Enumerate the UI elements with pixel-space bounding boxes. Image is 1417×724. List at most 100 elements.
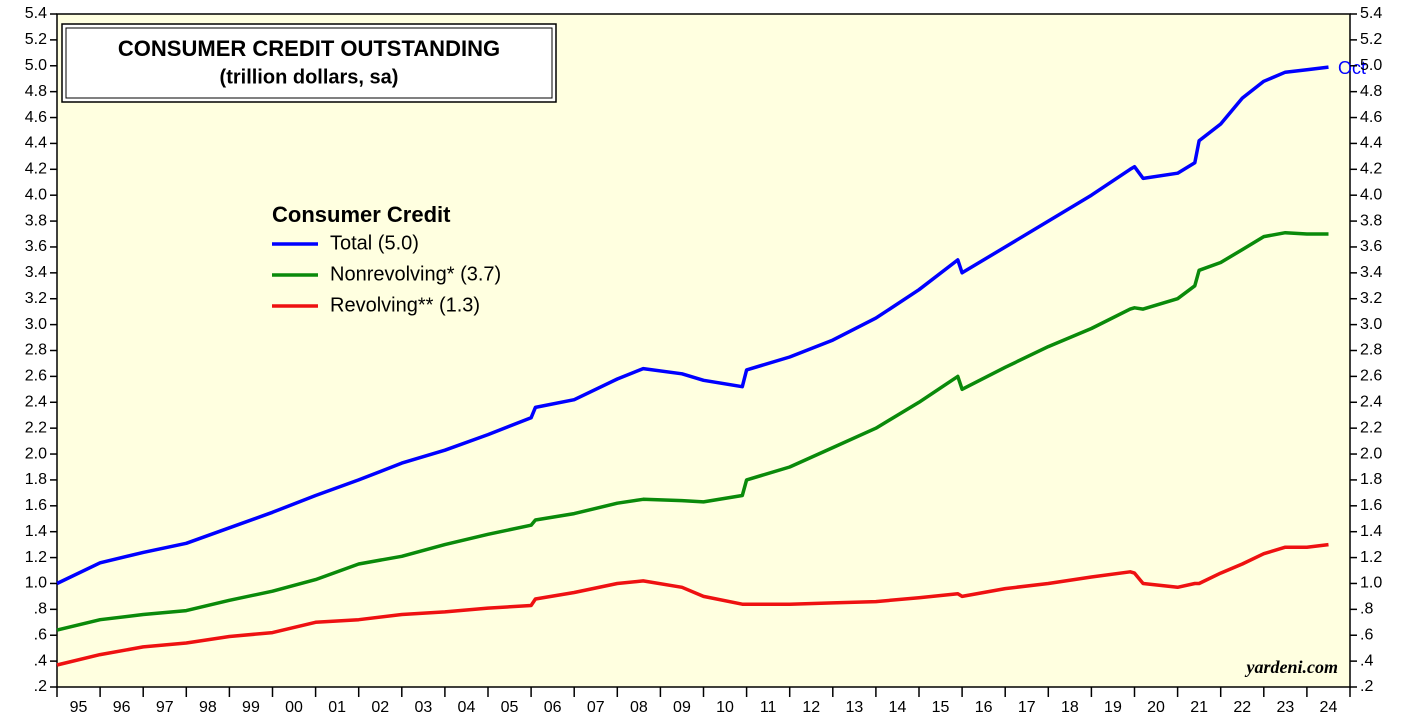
x-tick-label: 12 [802,699,820,716]
y-tick-label: 4.0 [25,186,47,203]
y-tick-label: 3.2 [25,290,47,307]
y-tick-label: .8 [34,601,47,618]
x-tick-label: 09 [673,699,691,716]
y2-tick-label: 1.0 [1360,575,1382,592]
y2-tick-label: 2.2 [1360,419,1382,436]
x-tick-label: 11 [760,699,777,716]
chart-title: CONSUMER CREDIT OUTSTANDING [118,36,500,61]
y2-tick-label: 4.0 [1360,186,1382,203]
x-tick-label: 19 [1104,699,1122,716]
legend-title: Consumer Credit [272,202,451,227]
x-tick-label: 07 [587,699,605,716]
y2-tick-label: 3.0 [1360,316,1382,333]
x-tick-label: 96 [113,699,131,716]
y-tick-label: 1.4 [25,523,47,540]
y-tick-label: 3.0 [25,316,47,333]
chart-subtitle: (trillion dollars, sa) [220,66,399,88]
y2-tick-label: 2.0 [1360,445,1382,462]
y-tick-label: 3.4 [25,264,47,281]
y2-tick-label: .2 [1360,678,1373,695]
y-tick-label: 4.8 [25,83,47,100]
y2-tick-label: 4.2 [1360,161,1382,178]
y2-tick-label: .8 [1360,601,1373,618]
y2-tick-label: 1.6 [1360,497,1382,514]
x-tick-label: 06 [544,699,562,716]
y2-tick-label: 5.4 [1360,5,1382,22]
y-tick-label: 5.4 [25,5,47,22]
y-tick-label: 4.4 [25,135,47,152]
x-tick-label: 17 [1018,699,1036,716]
y-tick-label: 2.6 [25,368,47,385]
y-tick-label: 3.6 [25,238,47,255]
x-tick-label: 23 [1276,699,1294,716]
x-tick-label: 04 [458,699,476,716]
y-tick-label: 1.6 [25,497,47,514]
x-tick-label: 97 [156,699,174,716]
y-tick-label: 4.2 [25,161,47,178]
x-tick-label: 08 [630,699,648,716]
x-tick-label: 05 [501,699,519,716]
y-tick-label: 2.8 [25,342,47,359]
y-tick-label: 1.8 [25,471,47,488]
y-tick-label: 1.0 [25,575,47,592]
x-tick-label: 14 [889,699,907,716]
x-tick-label: 21 [1190,699,1208,716]
x-tick-label: 99 [242,699,260,716]
x-tick-label: 13 [845,699,863,716]
y-tick-label: 5.0 [25,57,47,74]
y2-tick-label: 5.2 [1360,31,1382,48]
series-line [56,542,1329,667]
y2-tick-label: 5.0 [1360,57,1382,74]
marks [56,65,1329,667]
x-tick-label: 10 [716,699,734,716]
y2-tick-label: 3.6 [1360,238,1382,255]
annotation: Oct [1338,58,1366,78]
y2-tick-label: 1.4 [1360,523,1382,540]
x-tick-label: 03 [414,699,432,716]
title-box [61,23,557,103]
y2-tick-label: 1.8 [1360,471,1382,488]
y-tick-label: 2.0 [25,445,47,462]
y-tick-label: 5.2 [25,31,47,48]
series-line [56,65,1329,586]
series-line [56,230,1329,632]
title-box-inner [65,27,553,99]
legend-label: Total (5.0) [330,232,419,254]
y-tick-label: 4.6 [25,109,47,126]
x-tick-label: 02 [371,699,389,716]
y2-tick-label: 4.4 [1360,135,1382,152]
x-tick-label: 16 [975,699,993,716]
y2-tick-label: .4 [1360,652,1373,669]
y2-tick-label: 4.6 [1360,109,1382,126]
source: yardeni.com [1245,657,1339,677]
x-tick-label: 95 [70,699,88,716]
y2-tick-label: 4.8 [1360,83,1382,100]
y-tick-label: 2.2 [25,419,47,436]
x-tick-label: 15 [932,699,950,716]
y2-tick-label: 3.8 [1360,212,1382,229]
y-tick-label: 1.2 [25,549,47,566]
y2-tick-label: 2.8 [1360,342,1382,359]
y2-tick-label: 2.6 [1360,368,1382,385]
y2-tick-label: .6 [1360,626,1373,643]
y-tick-label: .6 [34,626,47,643]
legend-label: Revolving** (1.3) [330,294,480,316]
legend-label: Nonrevolving* (3.7) [330,263,501,285]
y2-tick-label: 2.4 [1360,393,1382,410]
x-tick-label: 01 [328,699,346,716]
y-tick-label: 3.8 [25,212,47,229]
x-tick-label: 98 [199,699,217,716]
y2-tick-label: 3.2 [1360,290,1382,307]
x-tick-label: 24 [1320,699,1338,716]
y-tick-label: .4 [34,652,47,669]
y2-tick-label: 3.4 [1360,264,1382,281]
x-tick-label: 20 [1147,699,1165,716]
x-tick-label: 00 [285,699,303,716]
x-tick-label: 22 [1233,699,1251,716]
y2-tick-label: 1.2 [1360,549,1382,566]
y-tick-label: .2 [34,678,47,695]
x-tick-label: 18 [1061,699,1079,716]
y-tick-label: 2.4 [25,393,47,410]
